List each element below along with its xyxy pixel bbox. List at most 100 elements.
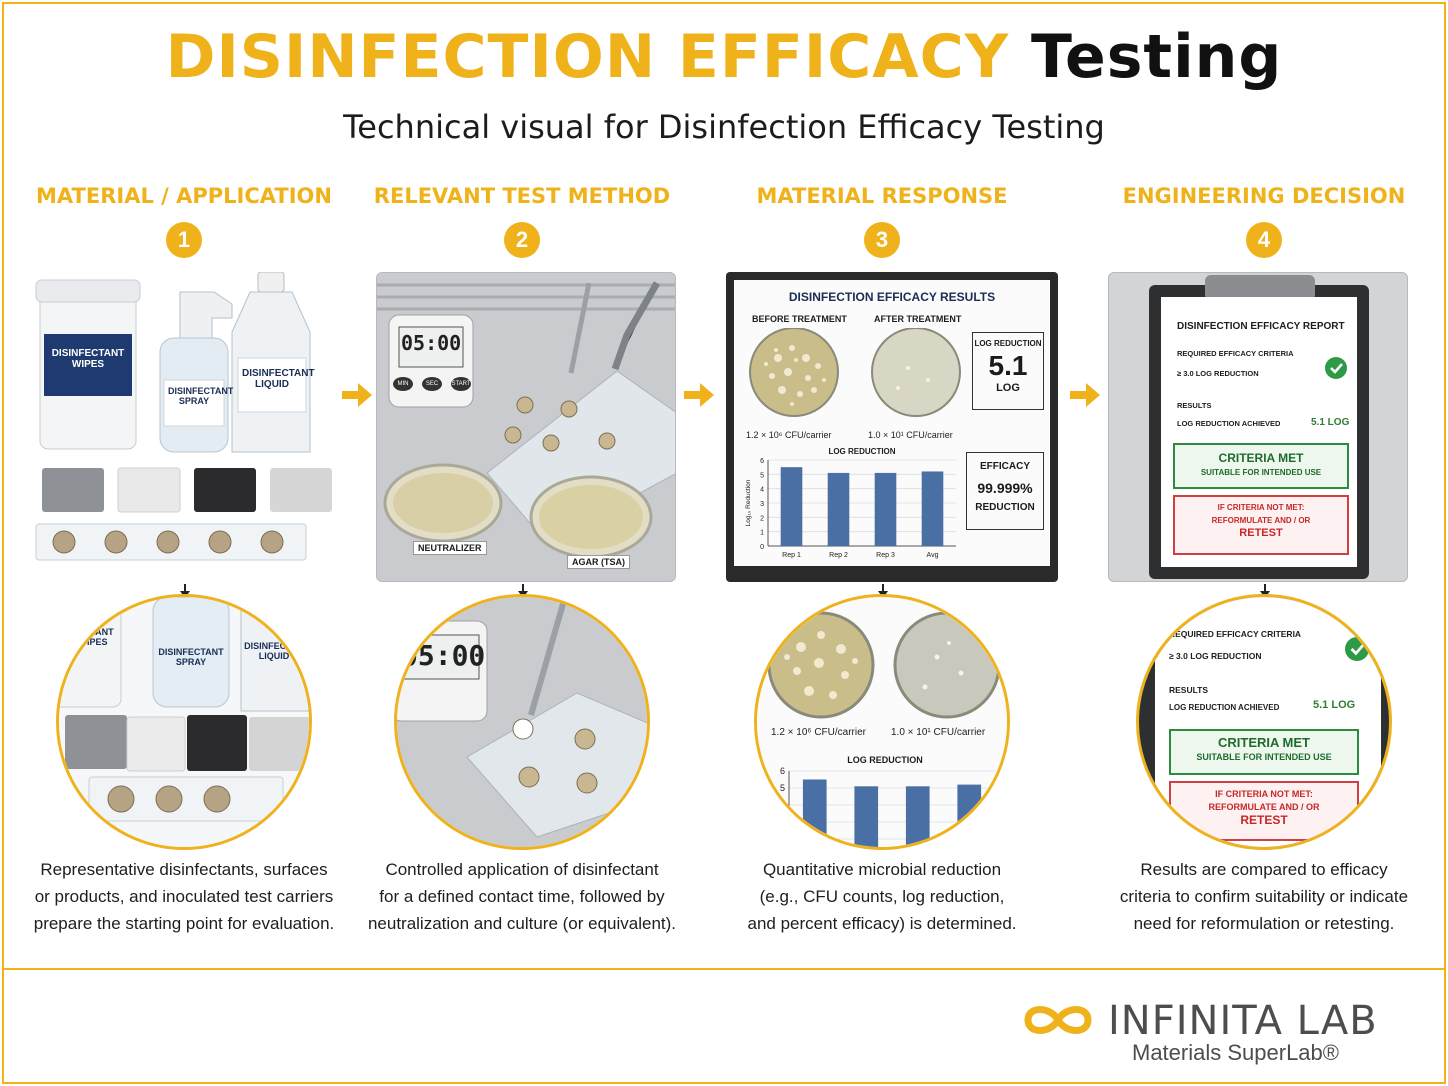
- not-met-line-2: REFORMULATE AND / OR: [1211, 516, 1311, 525]
- zoom-results-value: 5.1 LOG: [1313, 699, 1356, 711]
- y-tick-label: 5: [760, 472, 764, 479]
- lab-bench-illustration: [377, 273, 675, 581]
- before-label: BEFORE TREATMENT: [752, 314, 847, 324]
- y-tick-label: 4: [780, 800, 785, 810]
- efficacy-box: EFFICACY 99.999% REDUCTION: [966, 452, 1044, 530]
- step-1-caption-line: or products, and inoculated test carrier…: [34, 887, 334, 906]
- step-3-column: MATERIAL RESPONSE 3 DISINFECTION EFFICAC…: [712, 184, 1058, 954]
- x-tick-label: Rep 3: [876, 552, 895, 559]
- step-2-number: 2: [504, 222, 540, 258]
- step-2-caption-line: neutralization and culture (or equivalen…: [367, 914, 677, 933]
- y-tick-label: 3: [760, 501, 764, 508]
- zoom-criteria-heading: REQUIRED EFFICACY CRITERIA: [1169, 629, 1302, 639]
- x-tick-label: Avg: [927, 552, 939, 559]
- results-heading: RESULTS: [1177, 401, 1212, 410]
- step-4-caption-line: need for reformulation or retesting.: [1133, 914, 1395, 933]
- petri-dishes: [749, 328, 961, 417]
- step-3-number: 3: [864, 222, 900, 258]
- step-3-zoom-circle: 1.2 × 10⁶ CFU/carrier 1.0 × 10¹ CFU/carr…: [754, 594, 1010, 850]
- log-reduction-box: LOG REDUCTION 5.1 LOG: [972, 332, 1044, 410]
- zoom-criteria-met-box: CRITERIA MET SUITABLE FOR INTENDED USE: [1169, 729, 1359, 775]
- infinita-lab-logo: INFINITA LAB Materials SuperLab®: [1022, 996, 1402, 1072]
- efficacy-label: EFFICACY: [980, 461, 1030, 472]
- log-box-value: 5.1: [988, 350, 1028, 381]
- criteria-met-sub: SUITABLE FOR INTENDED USE: [1200, 468, 1322, 477]
- step-1-product-photo: DISINFECTANT WIPES DISINFECTANT SPRAY DI…: [30, 272, 350, 582]
- report-clipboard-photo: DISINFECTION EFFICACY REPORT REQUIRED EF…: [1108, 272, 1408, 582]
- step-4-number: 4: [1246, 222, 1282, 258]
- zoom-after-cfu: 1.0 × 10¹ CFU/carrier: [891, 727, 986, 738]
- step-4-zoom-circle: REQUIRED EFFICACY CRITERIA ≥ 3.0 LOG RED…: [1136, 594, 1392, 850]
- title-dark: Testing: [1031, 22, 1283, 92]
- step-4-heading: ENGINEERING DECISION: [1122, 184, 1406, 208]
- zoom-spray-label: DISINFECTANT SPRAY: [158, 647, 224, 667]
- title-accent: DISINFECTION EFFICACY: [165, 22, 1010, 92]
- zoom-lab-illustration: [397, 597, 647, 847]
- page-subtitle: Technical visual for Disinfection Effica…: [343, 108, 1105, 146]
- step-4-caption-line: Results are compared to efficacy: [1140, 860, 1388, 879]
- arrow-right-icon: [342, 383, 372, 407]
- step-2-lab-photo: 05:00 MIN SEC START NEUTRALIZER AGAR (TS…: [376, 272, 676, 582]
- zoom-timer-display: 05:00: [401, 639, 486, 672]
- zoom-results-label: LOG REDUCTION ACHIEVED: [1169, 703, 1280, 712]
- y-tick-label: 6: [780, 767, 785, 776]
- results-monitor: DISINFECTION EFFICACY RESULTS BEFORE TRE…: [726, 272, 1058, 582]
- step-2-caption-line: Controlled application of disinfectant: [385, 860, 659, 879]
- step-2-heading: RELEVANT TEST METHOD: [373, 184, 671, 208]
- bar-rep-3: [874, 472, 897, 546]
- step-3-caption: Quantitative microbial reduction (e.g., …: [692, 856, 1072, 937]
- step-1-caption-line: Representative disinfectants, surfaces: [40, 860, 328, 879]
- zoom-criteria-met-sub: SUITABLE FOR INTENDED USE: [1196, 752, 1332, 762]
- arrow-right-icon: [684, 383, 714, 407]
- step-1-caption: Representative disinfectants, surfaces o…: [0, 856, 374, 937]
- step-1-column: MATERIAL / APPLICATION 1: [14, 184, 354, 954]
- criteria-met-box: CRITERIA MET SUITABLE FOR INTENDED USE: [1173, 443, 1349, 489]
- zoom-bar-chart: 4 5 6: [780, 767, 995, 847]
- step-4-column: ENGINEERING DECISION 4 DISINFECTION EFFI…: [1094, 184, 1434, 954]
- step-2-caption-line: for a defined contact time, followed by: [379, 887, 665, 906]
- report-title: DISINFECTION EFFICACY REPORT: [1177, 321, 1345, 332]
- zoom-not-met-line-2: REFORMULATE AND / OR: [1208, 802, 1320, 812]
- not-met-line-3: RETEST: [1239, 527, 1283, 539]
- efficacy-value: 99.999%: [977, 480, 1033, 496]
- y-tick-label: 1: [760, 530, 764, 537]
- results-value: 5.1 LOG: [1311, 417, 1350, 428]
- log-box-unit: LOG: [996, 382, 1020, 394]
- page-title: DISINFECTION EFFICACY Testing: [0, 22, 1448, 92]
- wipes-label: DISINFECTANT WIPES: [51, 348, 125, 370]
- check-circle-icon: [1325, 357, 1347, 379]
- step-1-caption-line: prepare the starting point for evaluatio…: [33, 914, 335, 933]
- zoom-criteria-met-title: CRITERIA MET: [1218, 735, 1310, 750]
- step-2-caption: Controlled application of disinfectant f…: [332, 856, 712, 937]
- timer-sec-button: SEC: [422, 377, 442, 391]
- bar-avg: [921, 471, 944, 546]
- step-3-caption-line: Quantitative microbial reduction: [762, 860, 1002, 879]
- zoom-not-met-line-3: RETEST: [1240, 813, 1288, 827]
- results-label: LOG REDUCTION ACHIEVED: [1177, 419, 1281, 428]
- criteria-heading: REQUIRED EFFICACY CRITERIA: [1177, 349, 1294, 358]
- agar-label: AGAR (TSA): [567, 555, 630, 569]
- log-box-label: LOG REDUCTION: [974, 339, 1042, 348]
- zoom-results-heading: RESULTS: [1169, 685, 1209, 695]
- zoom-check-circle-icon: [1345, 637, 1369, 661]
- step-4-caption: Results are compared to efficacy criteri…: [1074, 856, 1448, 937]
- step-2-zoom-circle: 05:00: [394, 594, 650, 850]
- step-3-caption-line: (e.g., CFU counts, log reduction,: [759, 887, 1005, 906]
- zoom-wipes-label: FECTANT WIPES: [72, 627, 114, 647]
- logo-name: INFINITA LAB: [1108, 998, 1378, 1044]
- zoom-criteria-not-met-box: IF CRITERIA NOT MET: REFORMULATE AND / O…: [1169, 781, 1359, 841]
- step-4-caption-line: criteria to confirm suitability or indic…: [1119, 887, 1409, 906]
- step-3-caption-line: and percent efficacy) is determined.: [747, 914, 1017, 933]
- bar-rep-1: [780, 467, 803, 546]
- step-3-heading: MATERIAL RESPONSE: [756, 184, 1008, 208]
- bar-rep-1: [802, 779, 827, 847]
- zoom-report-sheet: REQUIRED EFFICACY CRITERIA ≥ 3.0 LOG RED…: [1155, 597, 1381, 847]
- step-1-number: 1: [166, 222, 202, 258]
- x-tick-label: Rep 2: [829, 552, 848, 559]
- liquid-label: DISINFECTANT LIQUID: [242, 368, 315, 390]
- bar-rep-2: [854, 786, 879, 847]
- clipboard-clip: [1205, 275, 1315, 301]
- step-1-zoom-circle: FECTANT WIPES DISINFECTANT SPRAY DISINFE…: [56, 594, 312, 850]
- report-sheet: DISINFECTION EFFICACY REPORT REQUIRED EF…: [1161, 297, 1357, 567]
- x-tick-label: Rep 1: [782, 552, 801, 559]
